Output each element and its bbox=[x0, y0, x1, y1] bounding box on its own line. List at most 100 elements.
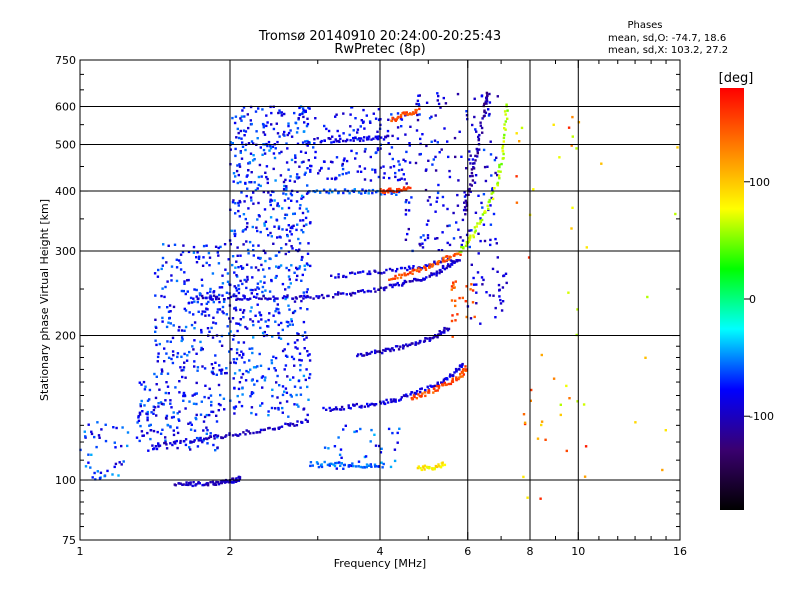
data-point bbox=[231, 142, 234, 145]
data-point bbox=[502, 157, 505, 160]
data-point bbox=[288, 323, 292, 326]
data-point bbox=[281, 228, 284, 231]
data-point bbox=[271, 335, 274, 338]
data-point bbox=[239, 201, 242, 204]
data-point bbox=[240, 376, 243, 379]
data-point bbox=[498, 289, 501, 292]
data-point bbox=[120, 463, 123, 466]
data-point bbox=[293, 309, 297, 313]
data-point bbox=[305, 368, 308, 371]
data-point bbox=[286, 133, 289, 137]
data-point bbox=[468, 245, 471, 249]
data-point bbox=[362, 120, 365, 123]
data-point bbox=[238, 478, 241, 481]
data-point bbox=[307, 398, 310, 401]
data-point bbox=[254, 413, 258, 416]
data-point bbox=[364, 455, 368, 458]
data-point bbox=[303, 268, 307, 271]
data-point bbox=[293, 403, 296, 406]
data-point bbox=[385, 398, 388, 402]
data-point bbox=[207, 436, 211, 440]
data-point bbox=[216, 436, 219, 439]
data-point bbox=[283, 199, 287, 202]
data-point bbox=[243, 115, 246, 118]
data-point bbox=[379, 402, 383, 405]
data-point bbox=[342, 408, 346, 411]
data-point bbox=[389, 398, 393, 401]
data-point bbox=[443, 326, 446, 330]
data-point bbox=[259, 146, 262, 149]
data-point bbox=[306, 420, 309, 423]
data-point bbox=[377, 271, 380, 275]
data-point bbox=[305, 124, 309, 128]
data-point bbox=[244, 379, 248, 382]
data-point bbox=[291, 311, 295, 315]
colorbar-tick-label: -100 bbox=[749, 410, 774, 423]
data-point bbox=[347, 404, 350, 407]
data-point bbox=[196, 300, 199, 304]
data-point bbox=[355, 152, 358, 155]
data-point bbox=[296, 142, 300, 145]
data-point bbox=[421, 246, 425, 249]
data-point bbox=[319, 191, 322, 194]
data-point bbox=[428, 196, 431, 199]
data-point bbox=[236, 246, 239, 249]
data-point bbox=[280, 150, 283, 154]
data-point bbox=[189, 421, 192, 424]
data-point bbox=[212, 294, 216, 297]
data-point bbox=[322, 188, 326, 191]
data-point bbox=[397, 169, 401, 172]
data-point bbox=[473, 97, 476, 100]
data-point bbox=[473, 283, 476, 286]
data-point bbox=[306, 167, 309, 170]
data-point bbox=[208, 413, 211, 417]
data-point bbox=[233, 232, 236, 235]
data-point bbox=[390, 113, 393, 116]
data-point bbox=[270, 278, 273, 282]
data-point bbox=[394, 274, 397, 278]
data-point bbox=[323, 460, 326, 464]
data-point bbox=[235, 260, 238, 263]
data-point bbox=[389, 349, 392, 353]
data-point bbox=[178, 482, 181, 485]
data-point bbox=[341, 172, 344, 176]
data-point bbox=[242, 316, 245, 319]
data-point bbox=[298, 113, 301, 117]
data-point bbox=[175, 279, 179, 283]
data-point bbox=[306, 210, 310, 213]
data-point bbox=[261, 402, 264, 405]
data-point bbox=[187, 422, 190, 425]
data-point bbox=[426, 199, 430, 202]
data-point bbox=[235, 274, 238, 277]
data-point bbox=[489, 140, 492, 143]
data-point bbox=[439, 261, 443, 264]
data-point bbox=[458, 364, 462, 367]
data-point bbox=[139, 403, 142, 406]
data-point bbox=[431, 163, 434, 166]
data-point bbox=[252, 249, 255, 252]
data-point bbox=[335, 113, 338, 116]
data-point bbox=[177, 329, 180, 332]
data-point bbox=[201, 284, 204, 287]
data-point bbox=[87, 453, 90, 456]
data-point bbox=[493, 158, 497, 162]
data-point bbox=[446, 329, 450, 332]
data-point bbox=[173, 243, 177, 246]
data-point bbox=[454, 155, 457, 159]
data-point bbox=[251, 351, 254, 355]
data-point bbox=[294, 154, 297, 157]
data-point bbox=[190, 301, 194, 304]
data-point bbox=[455, 221, 458, 224]
data-point bbox=[258, 297, 261, 300]
data-point bbox=[203, 415, 207, 419]
data-point bbox=[205, 426, 208, 429]
data-point bbox=[332, 140, 335, 144]
data-point bbox=[483, 109, 486, 112]
data-point bbox=[143, 404, 146, 407]
data-point bbox=[281, 296, 285, 300]
data-point bbox=[334, 293, 337, 296]
data-point bbox=[427, 391, 431, 394]
data-point bbox=[453, 261, 456, 264]
data-point bbox=[482, 104, 485, 108]
